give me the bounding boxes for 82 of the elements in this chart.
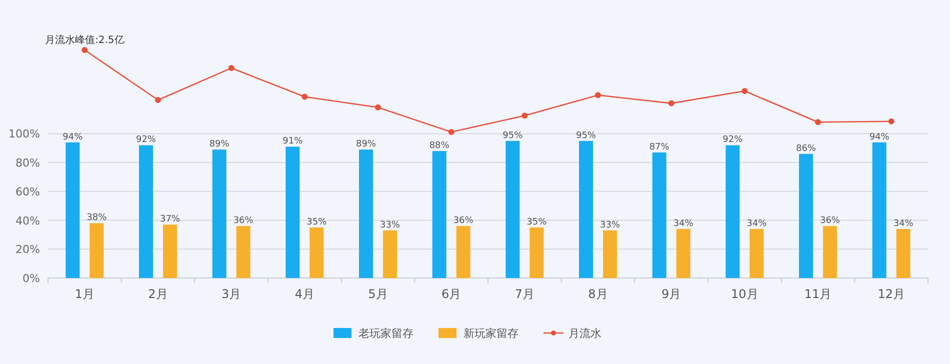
data-label: 33% — [600, 220, 620, 230]
bar — [726, 145, 740, 278]
point — [302, 94, 308, 100]
x-tick-label: 10月 — [731, 287, 758, 301]
point — [82, 47, 88, 53]
bar — [456, 226, 470, 278]
data-label: 91% — [282, 136, 304, 147]
y-tick-label: 0% — [22, 272, 40, 285]
bar — [676, 228, 690, 278]
y-tick-label: 40% — [16, 214, 40, 228]
data-label: 35% — [526, 217, 548, 228]
bar — [310, 227, 324, 278]
data-label: 94% — [869, 132, 890, 142]
bar — [579, 140, 593, 278]
data-label: 89% — [209, 140, 230, 150]
point — [448, 129, 454, 135]
data-label: 38% — [86, 213, 108, 224]
text: 月流水 — [568, 327, 602, 340]
x-tick-label: 9月 — [662, 287, 682, 301]
bar — [90, 223, 104, 278]
legend-label: 新玩家留存 — [464, 327, 518, 340]
x-tick-label: 5月 — [368, 287, 388, 301]
data-label: 92% — [722, 135, 744, 146]
bar — [872, 142, 886, 278]
bar — [506, 140, 520, 278]
bar — [799, 154, 813, 278]
point — [888, 118, 894, 124]
data-label: 36% — [233, 216, 254, 226]
data-label: 34% — [673, 218, 694, 229]
data-label: 87% — [649, 142, 670, 152]
y-tick-label: 60% — [16, 185, 40, 198]
bar — [66, 142, 80, 278]
bar — [432, 151, 446, 278]
x-tick-label: 2月 — [148, 287, 168, 301]
bar — [163, 224, 177, 278]
data-label: 95% — [502, 130, 524, 141]
x-tick-label: 11月 — [804, 287, 832, 301]
legend-label: 老玩家留存 — [358, 327, 414, 340]
bar — [139, 145, 153, 278]
bar — [383, 230, 397, 278]
bar — [652, 152, 666, 278]
data-label: 33% — [380, 220, 400, 230]
point — [228, 65, 234, 72]
x-tick-label: 7月 — [514, 287, 534, 301]
y-tick-label: 20% — [16, 243, 40, 256]
x-tick-label: 6月 — [442, 287, 462, 301]
data-label: 89% — [356, 140, 376, 150]
bar — [359, 150, 373, 278]
data-label: 34% — [893, 218, 914, 229]
data-label: 92% — [136, 135, 156, 146]
point — [595, 92, 601, 98]
bar — [823, 226, 837, 278]
x-tick-label: 1月 — [74, 287, 94, 301]
data-label: 35% — [306, 217, 328, 228]
point — [375, 104, 381, 110]
bar — [603, 230, 617, 278]
bar — [896, 228, 910, 278]
x-tick-label: 12月 — [878, 287, 905, 301]
data-label: 88% — [429, 141, 450, 152]
data-label: 86% — [796, 144, 816, 154]
data-label: 37% — [160, 214, 180, 225]
data-label: 95% — [576, 130, 596, 141]
data-label: 36% — [453, 216, 474, 226]
point — [815, 119, 821, 126]
point — [522, 112, 528, 119]
point — [742, 88, 748, 94]
point — [155, 97, 161, 104]
bar — [286, 146, 300, 278]
data-label: 34% — [746, 218, 768, 229]
y-tick-label: 80% — [16, 156, 40, 170]
bar — [236, 226, 250, 278]
x-tick-label: 4月 — [294, 287, 314, 301]
point — [668, 100, 674, 106]
x-tick-label: 3月 — [222, 287, 242, 301]
bar — [530, 227, 544, 278]
text: 月流水峰值:2.5亿 — [45, 34, 124, 46]
data-label: 36% — [820, 216, 840, 226]
data-label: 94% — [62, 132, 84, 142]
x-tick-label: 8月 — [588, 287, 608, 301]
bar — [750, 228, 764, 278]
y-tick-label: 100% — [8, 128, 40, 141]
bar — [212, 150, 226, 278]
